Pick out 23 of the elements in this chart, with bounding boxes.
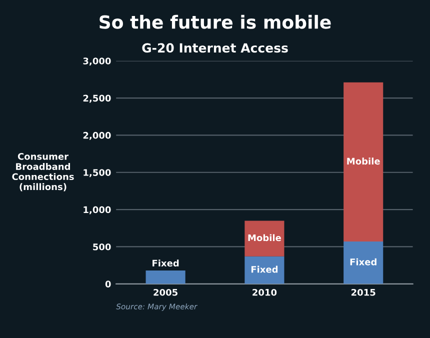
- text: Fixed: [251, 266, 278, 273]
- chart-subtitle: G-20 Internet Access: [142, 43, 288, 53]
- bar: [146, 270, 186, 284]
- bar: [344, 82, 384, 242]
- y-tick-label: 3,000: [83, 58, 111, 66]
- y-axis-title: Consumer Broadband Connections (millions): [12, 153, 74, 192]
- x-tick-label: 2010: [252, 288, 277, 296]
- text: Fixed: [350, 258, 376, 266]
- bar: [344, 242, 384, 284]
- x-tick-label: 2005: [154, 288, 178, 296]
- series-label: Fixed: [152, 260, 179, 267]
- text: Mobile: [248, 234, 281, 242]
- y-tick-label: 1,000: [84, 206, 111, 214]
- chart-title: So the future is mobile: [100, 14, 331, 29]
- y-tick-label: 500: [93, 243, 111, 250]
- series-label: Mobile: [347, 158, 380, 165]
- bar: [244, 256, 284, 284]
- y-tick-label: 2,000: [83, 132, 111, 140]
- y-tick-label: 1,500: [84, 169, 111, 178]
- y-tick-label: 0: [105, 280, 111, 288]
- y-tick-label: 2,500: [83, 94, 111, 103]
- bar: [244, 220, 284, 256]
- x-tick-label: 2015: [352, 288, 376, 296]
